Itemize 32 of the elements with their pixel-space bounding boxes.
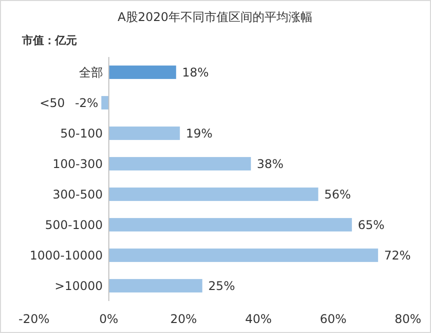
- data-label: 19%: [186, 126, 213, 140]
- bar: [108, 188, 318, 201]
- y-tick-label: 500-1000: [45, 218, 103, 232]
- x-tick-label: 60%: [320, 312, 347, 326]
- data-label: 56%: [324, 187, 351, 202]
- y-tick-label: 50-100: [60, 126, 103, 140]
- x-tick-label: 80%: [394, 312, 422, 326]
- bar: [108, 126, 180, 140]
- data-label: 65%: [358, 218, 385, 232]
- y-tick-label: 1000-10000: [30, 248, 103, 262]
- data-label: 72%: [384, 248, 411, 262]
- data-label: -2%: [74, 96, 98, 110]
- data-label: 38%: [256, 156, 284, 171]
- x-tick-label: 0%: [99, 312, 118, 326]
- y-tick-label: >10000: [54, 278, 103, 293]
- data-label: 18%: [182, 65, 209, 80]
- y-tick-label: <50: [40, 96, 65, 110]
- bar: [108, 248, 378, 262]
- chart-title: A股2020年不同市值区间的平均涨幅: [118, 10, 312, 24]
- bar: [108, 157, 251, 170]
- bar: [108, 66, 176, 79]
- y-tick-label: 100-300: [52, 156, 103, 171]
- x-tick-label: 40%: [245, 312, 272, 326]
- bar: [108, 279, 202, 292]
- x-tick-label: -20%: [18, 312, 50, 326]
- y-tick-label: 全部: [78, 65, 103, 80]
- bar: [108, 218, 352, 232]
- data-label: 25%: [208, 278, 235, 293]
- y-tick-label: 300-500: [52, 187, 103, 202]
- text: 市值：亿元: [21, 34, 77, 47]
- x-tick-label: 20%: [170, 312, 197, 326]
- bar: [101, 96, 109, 110]
